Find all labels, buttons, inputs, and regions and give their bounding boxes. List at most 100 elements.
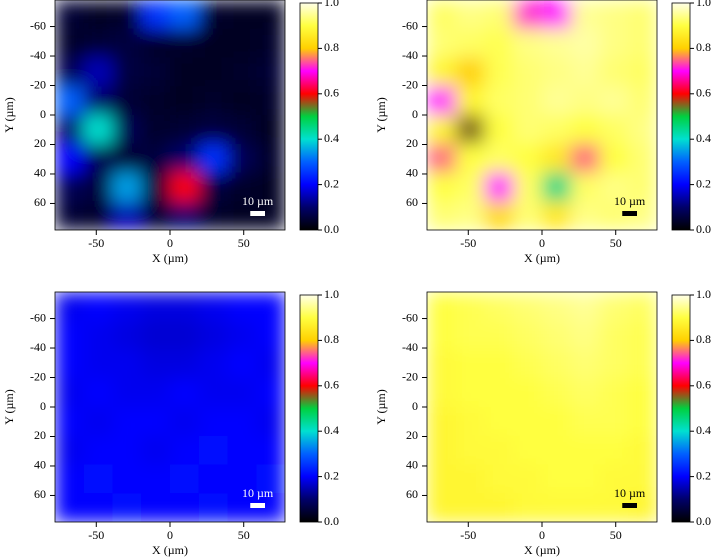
heatmap-cell	[599, 349, 629, 379]
heatmap-cell	[455, 435, 485, 465]
colorbar-tick-label: 0.0	[324, 514, 339, 528]
heatmap-cell	[455, 143, 485, 173]
y-tick-label: 0	[412, 399, 418, 413]
heatmap-cell	[484, 0, 514, 30]
heatmap-cell	[141, 172, 171, 202]
heatmap-cell	[227, 292, 257, 322]
heatmap-cell	[484, 86, 514, 116]
heatmap-cell	[427, 172, 457, 202]
heatmap-cell	[55, 292, 85, 322]
colorbar-tick-label: 0.8	[696, 332, 711, 346]
scalebar	[250, 503, 265, 508]
heatmap-cell	[484, 349, 514, 379]
heatmap-cell	[112, 28, 142, 58]
heatmap-cell	[198, 86, 228, 116]
heatmap-cell	[628, 86, 657, 116]
heatmap-cell	[55, 57, 85, 87]
heatmap-cell	[55, 435, 85, 465]
heatmap-cell	[513, 201, 543, 230]
heatmap-cell	[628, 57, 657, 87]
heatmap-cell	[542, 143, 572, 173]
y-axis-label: Y (µm)	[374, 97, 388, 132]
heatmap-cell	[170, 115, 200, 145]
heatmap-cell	[55, 493, 85, 522]
heatmap-cell	[455, 407, 485, 437]
heatmap-cell	[599, 57, 629, 87]
heatmap-cell	[542, 435, 572, 465]
heatmap-cell	[570, 407, 600, 437]
heatmap-cell	[256, 115, 285, 145]
heatmap-cell	[112, 493, 142, 522]
heatmap-cell	[484, 115, 514, 145]
heatmap-cell	[484, 493, 514, 522]
x-tick-label: 0	[539, 528, 545, 542]
heatmap-cell	[83, 407, 113, 437]
y-axis-label: Y (µm)	[2, 97, 16, 132]
y-tick-label: 60	[406, 195, 418, 209]
heatmap-cell	[170, 143, 200, 173]
heatmap-cell	[455, 378, 485, 408]
heatmap-cell	[513, 292, 543, 322]
heatmap-cell	[141, 28, 171, 58]
heatmap-cell	[599, 172, 629, 202]
heatmap-cell	[455, 292, 485, 322]
heatmap-cell	[198, 57, 228, 87]
y-tick-label: 60	[406, 487, 418, 501]
heatmap-cell	[570, 115, 600, 145]
heatmap-cell	[256, 292, 285, 322]
heatmap-cell	[83, 143, 113, 173]
heatmap-cell	[570, 292, 600, 322]
heatmap-cell	[570, 172, 600, 202]
heatmap-cell	[570, 28, 600, 58]
heatmap-cell	[256, 28, 285, 58]
colorbar-tick-label: 0.0	[324, 222, 339, 236]
heatmap-cell	[198, 172, 228, 202]
heatmap-cell	[198, 143, 228, 173]
heatmap-cell	[198, 0, 228, 30]
heatmap-cell	[227, 143, 257, 173]
heatmap-cell	[599, 435, 629, 465]
heatmap-cell	[427, 115, 457, 145]
colorbar-tick-label: 0.8	[696, 40, 711, 54]
x-axis-label: X (µm)	[152, 543, 188, 557]
y-tick-label: 0	[40, 399, 46, 413]
heatmap-cell	[83, 0, 113, 30]
heatmap-cell	[484, 435, 514, 465]
heatmap-cell	[542, 115, 572, 145]
heatmap-cell	[256, 349, 285, 379]
heatmap-cell	[170, 28, 200, 58]
y-tick-label: 20	[34, 428, 46, 442]
heatmap-cell	[628, 349, 657, 379]
heatmap-cell	[55, 115, 85, 145]
scalebar-label: 10 µm	[242, 486, 274, 500]
heatmap-cell	[628, 115, 657, 145]
heatmap-cell	[112, 86, 142, 116]
heatmap-cell	[256, 407, 285, 437]
heatmap-cell	[227, 320, 257, 350]
y-axis-label: Y (µm)	[2, 389, 16, 424]
scalebar-label: 10 µm	[614, 486, 646, 500]
heatmap-cell	[83, 493, 113, 522]
heatmap-cell	[513, 320, 543, 350]
heatmap-cell	[227, 86, 257, 116]
colorbar-tick-label: 0.4	[696, 423, 711, 437]
heatmap-cells	[427, 0, 657, 230]
heatmap-cell	[570, 201, 600, 230]
heatmap-cell	[198, 115, 228, 145]
heatmap-cell	[599, 320, 629, 350]
heatmap-cell	[427, 292, 457, 322]
heatmap-cell	[542, 378, 572, 408]
heatmap-cell	[83, 435, 113, 465]
heatmap-cell	[599, 407, 629, 437]
x-axis-label: X (µm)	[524, 543, 560, 557]
heatmap-cell	[141, 0, 171, 30]
heatmap-cell	[83, 320, 113, 350]
heatmap-cell	[570, 435, 600, 465]
heatmap-cell	[256, 378, 285, 408]
heatmap-cell	[484, 57, 514, 87]
heatmap-cell	[227, 464, 257, 494]
heatmap-cell	[513, 0, 543, 30]
heatmap-cell	[170, 435, 200, 465]
heatmap-cell	[112, 115, 142, 145]
